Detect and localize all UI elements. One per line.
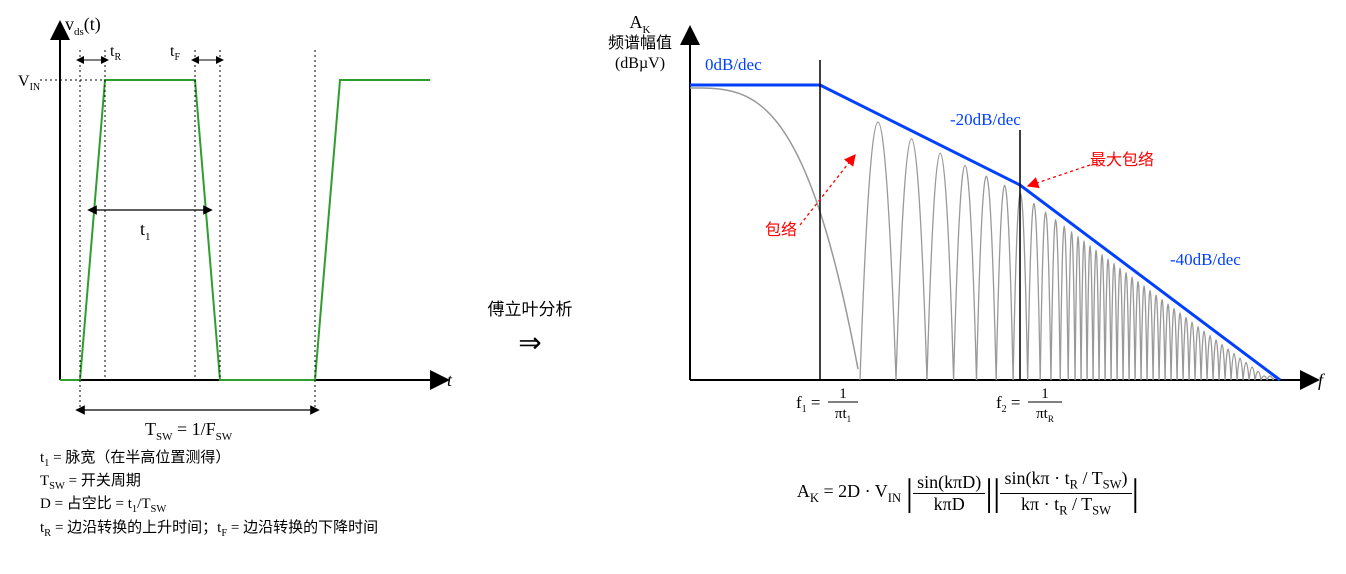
tf-label: tF [170,43,180,63]
y-axis-label: vds(t) [65,14,101,38]
slope-20db: -20dB/dec [950,110,1021,129]
svg-text:πt1: πt1 [835,406,851,424]
svg-text:f2 =: f2 = [996,393,1021,415]
x-axis-freq-label: f [1318,370,1326,390]
spectrum-unit: (dBµV) [615,55,665,72]
svg-text:πtR: πtR [1036,406,1054,424]
time-domain-panel: vds(t) t VIN tR tF t1 TSW = 1/FSW t1 = 脉… [10,10,460,564]
fourier-label: 傅立叶分析 [488,295,573,320]
fourier-arrow-icon: ⇒ [518,326,541,360]
ak-label: AK [630,12,651,36]
trapezoid-waveform [60,80,430,380]
svg-text:1: 1 [839,386,847,402]
f1-label-group: f1 = 1 πt1 [796,386,858,424]
envelope-callout-arrow [800,155,855,225]
legend-line-duty: D = 占空比 = t1/TSW [40,494,460,517]
svg-text:1: 1 [1041,386,1049,402]
legend-line-t1: t1 = 脉宽（在半高位置测得） [40,448,460,471]
time-waveform-chart: vds(t) t VIN tR tF t1 TSW = 1/FSW [10,10,460,440]
svg-text:f1 =: f1 = [796,393,821,415]
fourier-arrow-panel: 傅立叶分析 ⇒ [460,10,600,564]
max-envelope-callout-arrow [1028,165,1090,186]
frequency-domain-panel: AK 频谱幅值 (dBµV) f 0dB/dec -20dB/dec -40dB… [600,10,1336,564]
spectrum-chart: AK 频谱幅值 (dBµV) f 0dB/dec -20dB/dec -40dB… [600,10,1330,450]
legend-block: t1 = 脉宽（在半高位置测得） TSW = 开关周期 D = 占空比 = t1… [10,448,460,541]
ak-formula: AK = 2D · VIN | sin(kπD) kπD || sin(kπ ·… [600,468,1336,518]
vin-label: VIN [18,73,40,93]
tr-label: tR [110,43,121,63]
t1-label: t1 [140,219,151,243]
legend-line-tr-tf: tR = 边沿转换的上升时间；tF = 边沿转换的下降时间 [40,518,460,541]
legend-line-tsw: TSW = 开关周期 [40,471,460,494]
x-axis-label: t [447,370,453,390]
spectrum-title-cn: 频谱幅值 [608,34,672,52]
tsw-label: TSW = 1/FSW [145,419,233,440]
max-envelope-callout-label: 最大包络 [1090,150,1154,169]
f2-label-group: f2 = 1 πtR [996,386,1062,424]
slope-0db: 0dB/dec [705,55,762,74]
envelope-callout-label: 包络 [765,220,797,239]
slope-40db: -40dB/dec [1170,250,1241,269]
